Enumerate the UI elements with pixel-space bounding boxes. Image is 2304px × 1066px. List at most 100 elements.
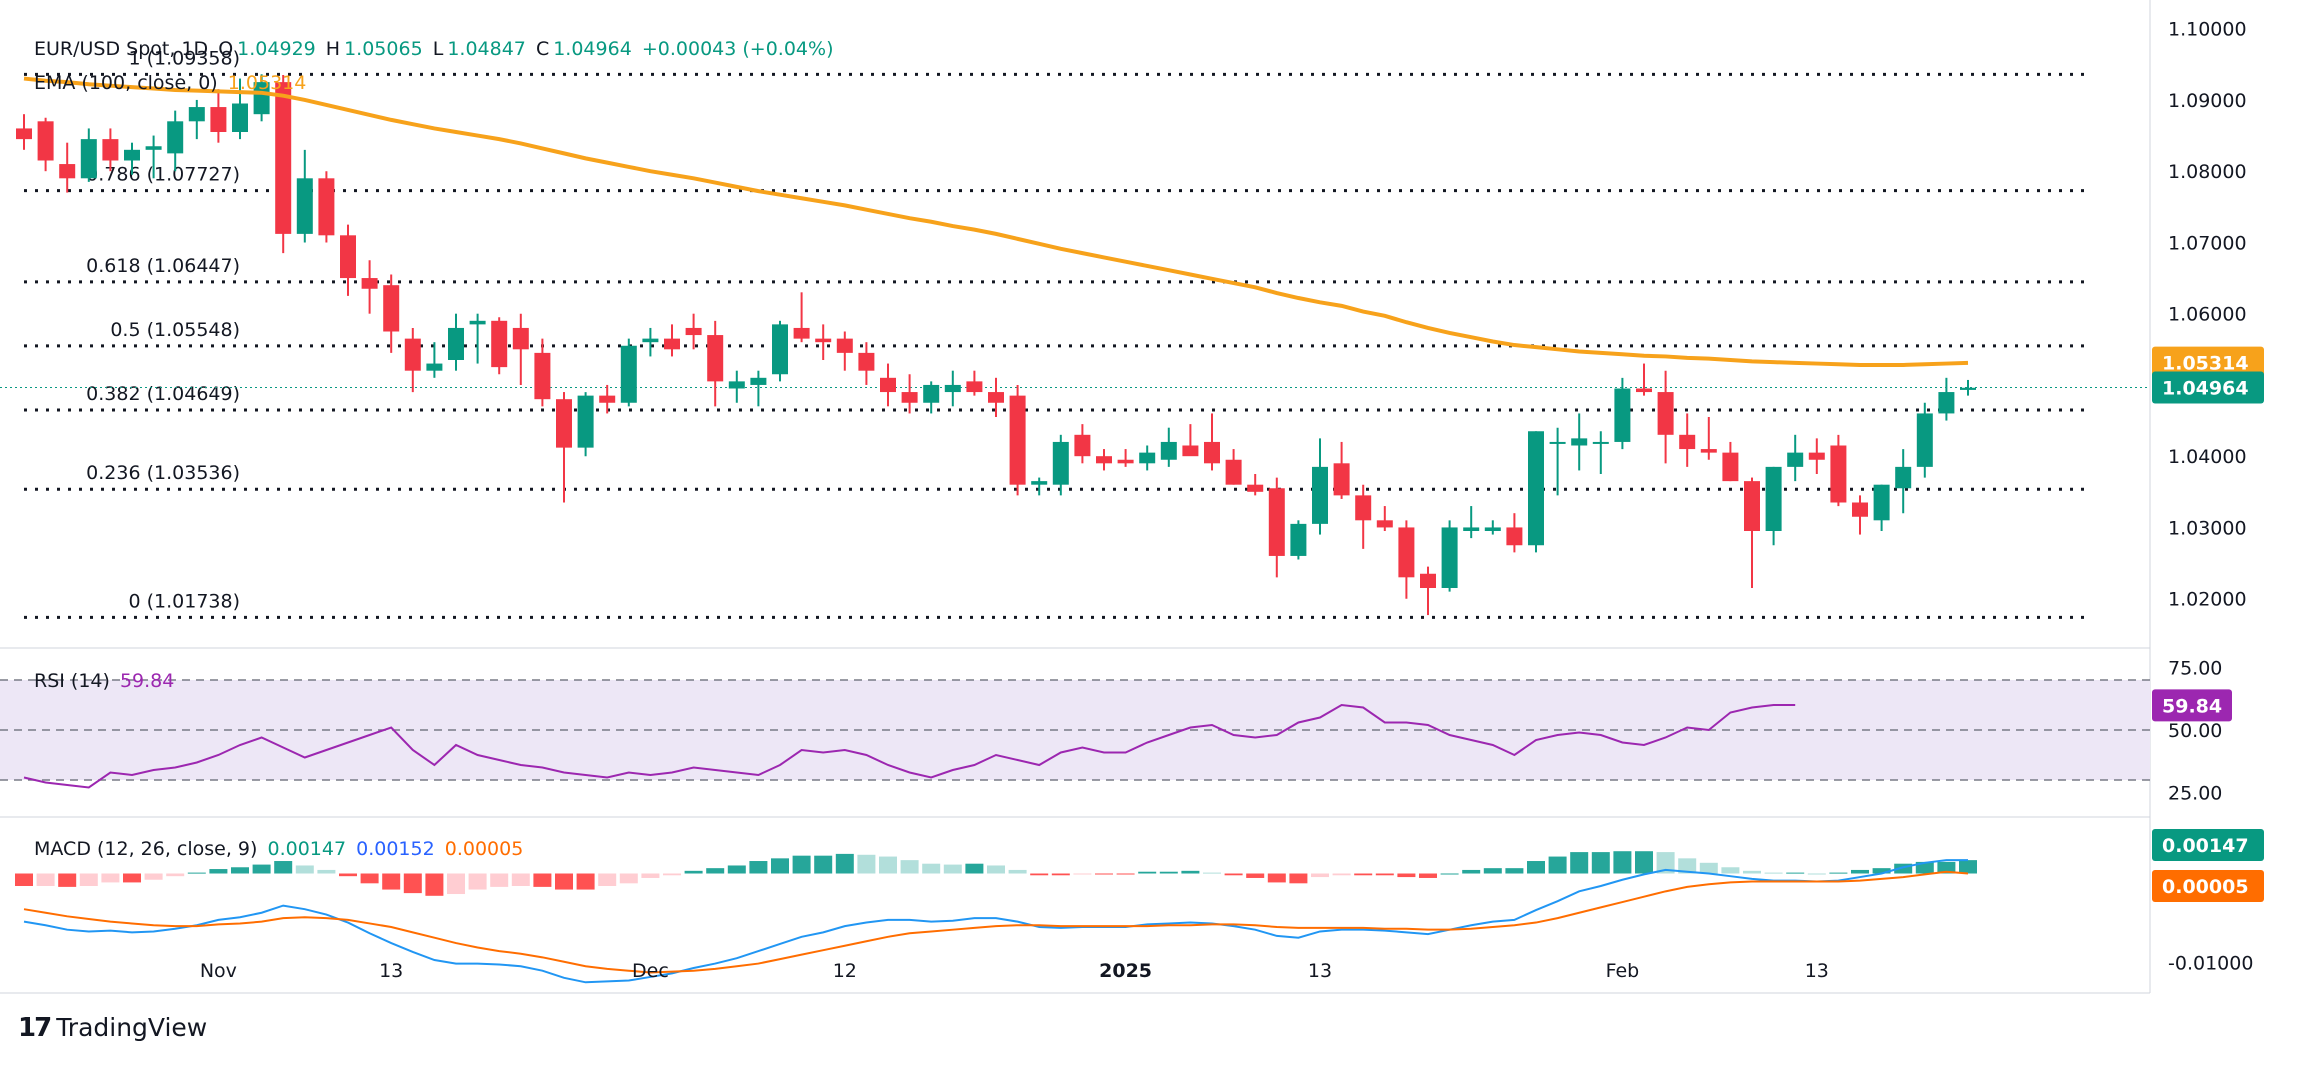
candle-body [1830,445,1847,503]
macd-histogram-bar [1613,851,1632,874]
macd-histogram-bar [1678,858,1697,874]
candle-body [772,324,788,375]
candle-body [1312,466,1328,524]
time-tick-label: 13 [1308,960,1332,982]
candle-body [253,82,270,115]
macd-histogram-bar [425,873,444,896]
candle-body [1160,441,1177,460]
ema-price-tag-text: 1.05314 [2162,353,2249,375]
candle-body [426,363,443,371]
macd-histogram-bar [792,855,811,874]
macd-histogram-bar [274,861,293,874]
rsi-value-tag: 59.84 [2152,689,2232,722]
macd-hist-tag-bg [2152,828,2264,861]
candle-body [988,392,1004,403]
candle-body [404,338,421,371]
ema-label[interactable]: EMA (100, close, 0) [34,72,218,94]
macd-label[interactable]: MACD (12, 26, close, 9) [34,838,258,860]
rsi-line [23,703,1796,789]
macd-histogram-bar [943,864,962,874]
candle-body [124,149,140,161]
tradingview-mark-icon: 17 [18,1013,52,1043]
candle-body [1787,452,1804,467]
macd-histogram-bar [144,873,163,880]
macd-histogram-bar [1267,873,1286,883]
price-tick-label: 1.07000 [2168,232,2247,254]
macd-histogram-bar [879,856,897,874]
candle-body [1096,456,1112,464]
ohlc-legend: EUR/USD Spot, 1D O 1.04929 H 1.05065 L 1.04… [34,38,837,60]
rsi-pane [0,679,2150,789]
candle-body [1916,413,1933,467]
macd-signal-line [23,870,1969,974]
candle-body [275,82,292,234]
rsi-band [0,680,2150,780]
candle-body [1506,527,1523,546]
price-tick-label: 1.06000 [2168,304,2247,326]
candle-body [1333,463,1350,496]
macd-histogram-bar [1851,869,1869,874]
macd-histogram-bar [1959,860,1977,874]
candle-body [750,377,767,385]
time-tick-label: Feb [1606,960,1640,982]
macd-histogram-bar [1937,861,1956,874]
macd-histogram-bar [382,873,401,890]
fib-level-label: 0.618 (1.06447) [86,255,240,277]
candle-body [1398,527,1415,578]
macd-histogram-bar [101,873,120,883]
macd-histogram-bar [1548,856,1567,874]
candle-body [966,381,983,393]
price-axis[interactable]: 1.10000 1.09000 1.08000 1.07000 1.06000 1.040… [2152,19,2264,975]
macd-histogram-bar [1505,868,1524,874]
last-price-tag: 1.04964 [2152,371,2264,404]
candle-body [642,338,659,343]
macd-line-value: 0.00152 [356,838,435,860]
candles [16,74,1976,616]
candle-body [1744,481,1760,531]
macd-histogram-bar [922,863,941,874]
macd-histogram-bar [403,873,422,894]
candle-body [1182,445,1199,457]
candle-body [1484,527,1501,531]
candle-body [944,384,961,393]
candle-body [1031,481,1048,485]
high-value: 1.05065 [344,38,423,60]
macd-tick-label: -0.01000 [2168,953,2253,975]
macd-histogram-bar [987,865,1005,874]
rsi-label[interactable]: RSI (14) [34,670,110,692]
macd-histogram-bar [490,873,509,887]
candle-body [16,128,32,140]
macd-histogram-bar [814,855,833,874]
ema-price-tag: 1.05314 [2152,346,2264,379]
candle-body [793,327,810,339]
candle-body [1376,520,1393,528]
macd-histogram-bar [339,873,357,877]
tradingview-logo[interactable]: 17 TradingView [18,1013,207,1043]
macd-histogram-bar [1872,868,1891,874]
macd-histogram-bar [1807,873,1826,875]
candle-body [1808,452,1825,460]
candle-body [1247,484,1264,492]
macd-histogram-bar [1786,872,1805,874]
rsi-value: 59.84 [119,670,175,692]
macd-histogram-bar [1419,873,1437,878]
fib-level-label: 0 (1.01738) [128,590,240,612]
ema-100-line [23,76,1969,367]
macd-histogram-bar [1743,870,1761,874]
candle-body [512,327,529,350]
macd-histogram-bar [15,873,33,886]
candle-body [37,121,54,161]
time-axis[interactable]: Nov 13 Dec 12 2025 13 Feb 13 [200,960,1829,982]
symbol-label[interactable]: EUR/USD Spot, 1D [34,38,209,60]
candle-body [383,285,400,332]
open-label: O [218,38,234,60]
macd-histogram-bar [1246,873,1265,878]
macd-histogram-bar [1635,851,1653,874]
candle-body [1009,395,1026,485]
macd-histogram-bar [1527,861,1545,874]
macd-histogram-bar [36,873,55,886]
macd-histogram-bar [857,854,876,874]
fib-level-label: 0.382 (1.04649) [86,383,240,405]
macd-histogram-bar [295,865,314,874]
